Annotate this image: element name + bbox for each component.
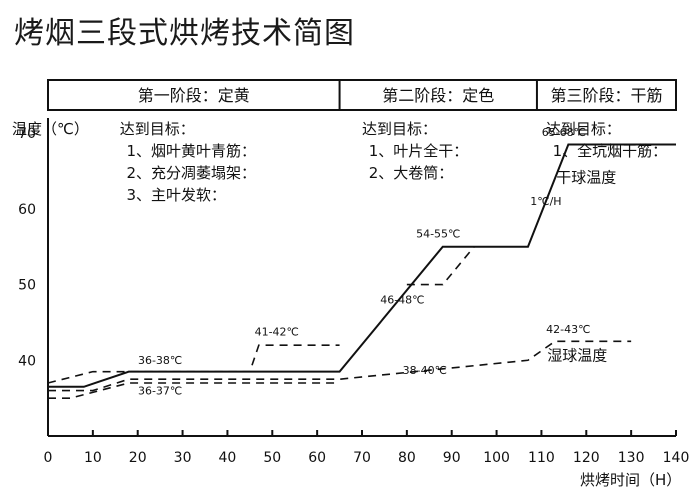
- y-tick-label: 40: [18, 353, 36, 369]
- stage-bar: 第一阶段：定黄 第二阶段：定色 第三阶段：干筋: [47, 79, 677, 111]
- x-tick-label: 0: [44, 450, 53, 466]
- temp-annotation-3: 41-42℃: [255, 325, 299, 338]
- x-tick-label: 90: [443, 450, 461, 466]
- stage-goals: 达到目标： 1、烟叶黄叶青筋： 2、充分凋萎塌架： 3、主叶发软： 达到目标： 1、叶片全…: [120, 120, 667, 204]
- series-line-2: [48, 340, 632, 392]
- series-label-1: 干球温度: [556, 168, 616, 186]
- x-tick-label: 120: [573, 450, 600, 466]
- y-tick-label: 70: [18, 126, 36, 142]
- x-tick-label: 60: [308, 450, 326, 466]
- x-tick-label: 10: [84, 450, 102, 466]
- y-tick-label: 60: [18, 202, 36, 218]
- x-tick-label: 80: [398, 450, 416, 466]
- goal-item-2-2: 2、大卷筒：: [369, 164, 454, 182]
- stage-bar-frame: [47, 79, 677, 111]
- temp-annotation-1: 36-38℃: [138, 354, 182, 367]
- y-tick-label: 50: [18, 278, 36, 294]
- x-tick-label: 40: [219, 450, 237, 466]
- x-tick-label: 130: [618, 450, 645, 466]
- x-tick-label: 50: [263, 450, 281, 466]
- goal-heading-3: 达到目标：: [546, 120, 621, 138]
- temp-annotation-7: 65-68℃: [542, 126, 586, 139]
- stage-label-3: 第三阶段：干筋: [550, 86, 662, 105]
- temp-annotation-9: 42-43℃: [546, 323, 590, 336]
- goal-item-1-1: 1、烟叶黄叶青筋：: [127, 142, 257, 160]
- series-line-4: [48, 382, 340, 399]
- series-lines: [47, 143, 676, 399]
- temp-annotation-5: 46-48℃: [380, 294, 424, 307]
- stage-label-1: 第一阶段：定黄: [138, 86, 250, 105]
- x-tick-label: 140: [663, 450, 690, 466]
- temp-annotation-4: 54-55℃: [416, 228, 460, 241]
- series-line-1: [48, 143, 676, 388]
- temp-annotation-6: 38-40℃: [403, 364, 447, 377]
- x-tick-label: 20: [129, 450, 147, 466]
- goal-item-1-2: 2、充分凋萎塌架：: [127, 164, 257, 182]
- goal-item-3-1: 1、全坑烟干筋：: [553, 142, 668, 160]
- y-axis-label: 温度（℃）: [12, 120, 89, 138]
- series-label-2: 湿球温度: [547, 346, 607, 364]
- series-line-3: [47, 344, 340, 384]
- x-tick-label: 30: [174, 450, 192, 466]
- x-tick-label: 70: [353, 450, 371, 466]
- goal-item-2-1: 1、叶片全干：: [369, 142, 469, 160]
- stage-label-2: 第二阶段：定色: [382, 86, 494, 105]
- goal-item-1-3: 3、主叶发软：: [127, 186, 227, 204]
- x-tick-label: 100: [483, 450, 510, 466]
- annotations: 36-38℃ 36-37℃ 41-42℃ 54-55℃ 46-48℃ 38-40℃ 65-6…: [138, 126, 616, 397]
- goal-heading-1: 达到目标：: [120, 120, 195, 138]
- temp-annotation-8: 1℃/H: [530, 195, 561, 208]
- page-title: 烤烟三段式烘烤技术简图: [14, 16, 355, 51]
- series-line-5: [406, 246, 475, 286]
- temp-annotation-2: 36-37℃: [138, 384, 182, 397]
- axes: 温度（℃） 烘烤时间（H） 0 10 20 30 40 50 60 70 80 90 100 110 120…: [12, 118, 689, 489]
- x-tick-label: 110: [528, 450, 555, 466]
- goal-heading-2: 达到目标：: [362, 120, 437, 138]
- x-axis-label: 烘烤时间（H）: [580, 471, 681, 489]
